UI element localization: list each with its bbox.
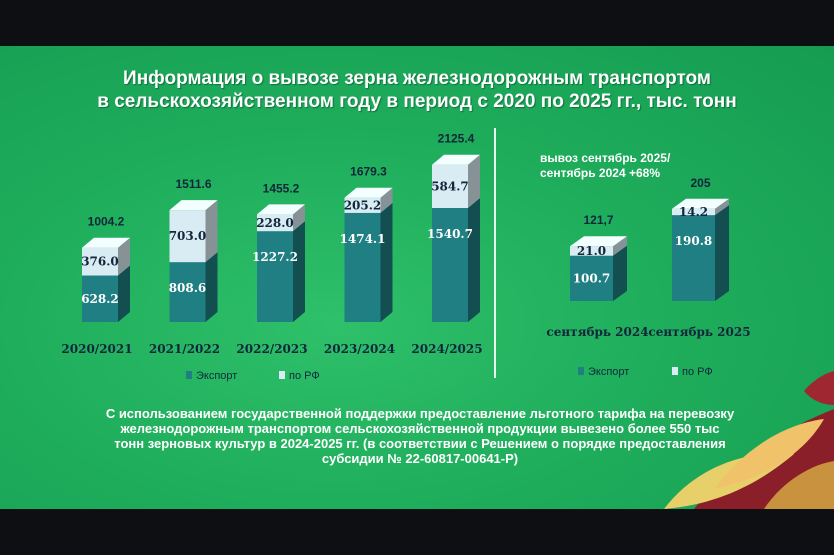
bar-export-0-front xyxy=(82,275,118,322)
bar-export-3-front xyxy=(344,212,381,322)
export-value-label: 1474.1 xyxy=(340,232,386,246)
export-value-label: 628.2 xyxy=(81,292,119,306)
bar-rf-1-front xyxy=(169,210,206,263)
footer-line-2: железнодорожным транспортом сельскохозяй… xyxy=(120,421,720,436)
bar-rf-3-side xyxy=(380,187,393,213)
legend-swatch-rf xyxy=(672,367,678,375)
growth-note-line-2: сентябрь 2024 +68% xyxy=(540,166,660,180)
category-label: 2020/2021 xyxy=(61,342,132,356)
bar-export-0-side xyxy=(118,265,130,322)
rf-value-label: 376.0 xyxy=(81,255,119,269)
bar-export-4-side xyxy=(468,197,480,322)
footer-text: С использованием государственной поддерж… xyxy=(40,406,800,466)
footer-line-1: С использованием государственной поддерж… xyxy=(105,406,735,421)
bar-export-2-side xyxy=(293,221,305,322)
bar-rf-0-top xyxy=(570,236,627,247)
chart-title: Информация о вывозе зерна железнодорожны… xyxy=(0,67,834,113)
bar-rf-0-top xyxy=(82,237,130,248)
bar-export-0-side xyxy=(613,245,627,301)
bar-export-2-front xyxy=(257,231,293,322)
legend-label-export: Экспорт xyxy=(196,370,237,382)
bar-rf-1-top xyxy=(169,200,218,211)
decorative-leaves-icon xyxy=(664,371,834,509)
category-label: 2022/2023 xyxy=(236,342,307,356)
export-value-label: 808.6 xyxy=(169,281,207,295)
total-label: 1455.2 xyxy=(263,181,300,195)
bar-rf-0-front xyxy=(570,246,613,256)
rf-value-label: 14.2 xyxy=(679,205,708,219)
total-label: 1004.2 xyxy=(88,215,125,229)
bar-rf-2-front xyxy=(257,214,293,232)
rf-value-label: 584.7 xyxy=(431,179,469,193)
footer-line-4: субсидии № 22-60817-00641-Р) xyxy=(321,451,519,466)
slide: Информация о вывозе зерна железнодорожны… xyxy=(0,46,834,509)
bar-rf-1-top xyxy=(672,198,729,209)
bar-export-1-front xyxy=(672,215,715,301)
bar-rf-1-side xyxy=(205,200,218,263)
legend-label-rf: по РФ xyxy=(682,366,713,378)
bar-rf-0-side xyxy=(118,237,130,276)
bar-rf-1-front xyxy=(672,208,715,216)
bar-rf-0-side xyxy=(613,236,627,256)
bar-export-1-side xyxy=(715,205,729,301)
bar-export-4-front xyxy=(432,207,468,322)
legend-label-export: Экспорт xyxy=(588,366,629,378)
growth-note: вывоз сентябрь 2025/ сентябрь 2024 +68% xyxy=(540,151,670,181)
bar-rf-2-top xyxy=(257,204,305,215)
export-value-label: 190.8 xyxy=(675,234,713,248)
legend-swatch-rf xyxy=(279,371,285,379)
bar-export-3-side xyxy=(380,202,393,322)
total-label: 2125.4 xyxy=(438,132,475,146)
bar-rf-4-top xyxy=(432,154,480,165)
legend-swatch-export xyxy=(186,371,192,379)
export-value-label: 100.7 xyxy=(573,271,611,285)
bar-rf-4-front xyxy=(432,164,468,208)
bar-rf-3-front xyxy=(344,197,381,213)
legend-label-rf: по РФ xyxy=(289,370,320,382)
category-label: сентябрь 2024 xyxy=(546,325,648,339)
total-label: 205 xyxy=(690,176,710,190)
divider xyxy=(494,128,496,378)
total-label: 1679.3 xyxy=(350,165,387,179)
category-label: 2023/2024 xyxy=(324,342,395,356)
bar-rf-3-top xyxy=(344,187,393,198)
category-label: сентябрь 2025 xyxy=(648,325,750,339)
title-line-1: Информация о вывозе зерна железнодорожны… xyxy=(123,68,711,89)
bar-rf-2-side xyxy=(293,204,305,232)
title-line-2: в сельскохозяйственном году в период с 2… xyxy=(97,91,737,112)
total-label: 121,7 xyxy=(583,213,613,227)
bar-export-0-front xyxy=(570,255,613,301)
bar-rf-4-side xyxy=(468,154,480,208)
bar-rf-0-front xyxy=(82,247,118,276)
rf-value-label: 21.0 xyxy=(577,244,606,258)
total-label: 1511.6 xyxy=(175,177,211,191)
export-value-label: 1540.7 xyxy=(427,227,473,241)
category-label: 2024/2025 xyxy=(411,342,482,356)
legend-swatch-export xyxy=(578,367,584,375)
footer-line-3: тонн зерновых культур в 2024-2025 гг. (в… xyxy=(114,436,726,451)
bar-export-1-side xyxy=(205,252,218,322)
export-value-label: 1227.2 xyxy=(252,250,298,264)
rf-value-label: 228.0 xyxy=(256,216,294,230)
growth-note-line-1: вывоз сентябрь 2025/ xyxy=(540,151,671,165)
bar-rf-1-side xyxy=(715,198,729,216)
bar-export-1-front xyxy=(169,262,206,322)
chart-canvas: 628.2 376.0 1004.2 2020/2021 808.6 703.0 1511.… xyxy=(61,132,750,382)
rf-value-label: 205.2 xyxy=(344,198,382,212)
category-label: 2021/2022 xyxy=(149,342,220,356)
rf-value-label: 703.0 xyxy=(169,229,207,243)
